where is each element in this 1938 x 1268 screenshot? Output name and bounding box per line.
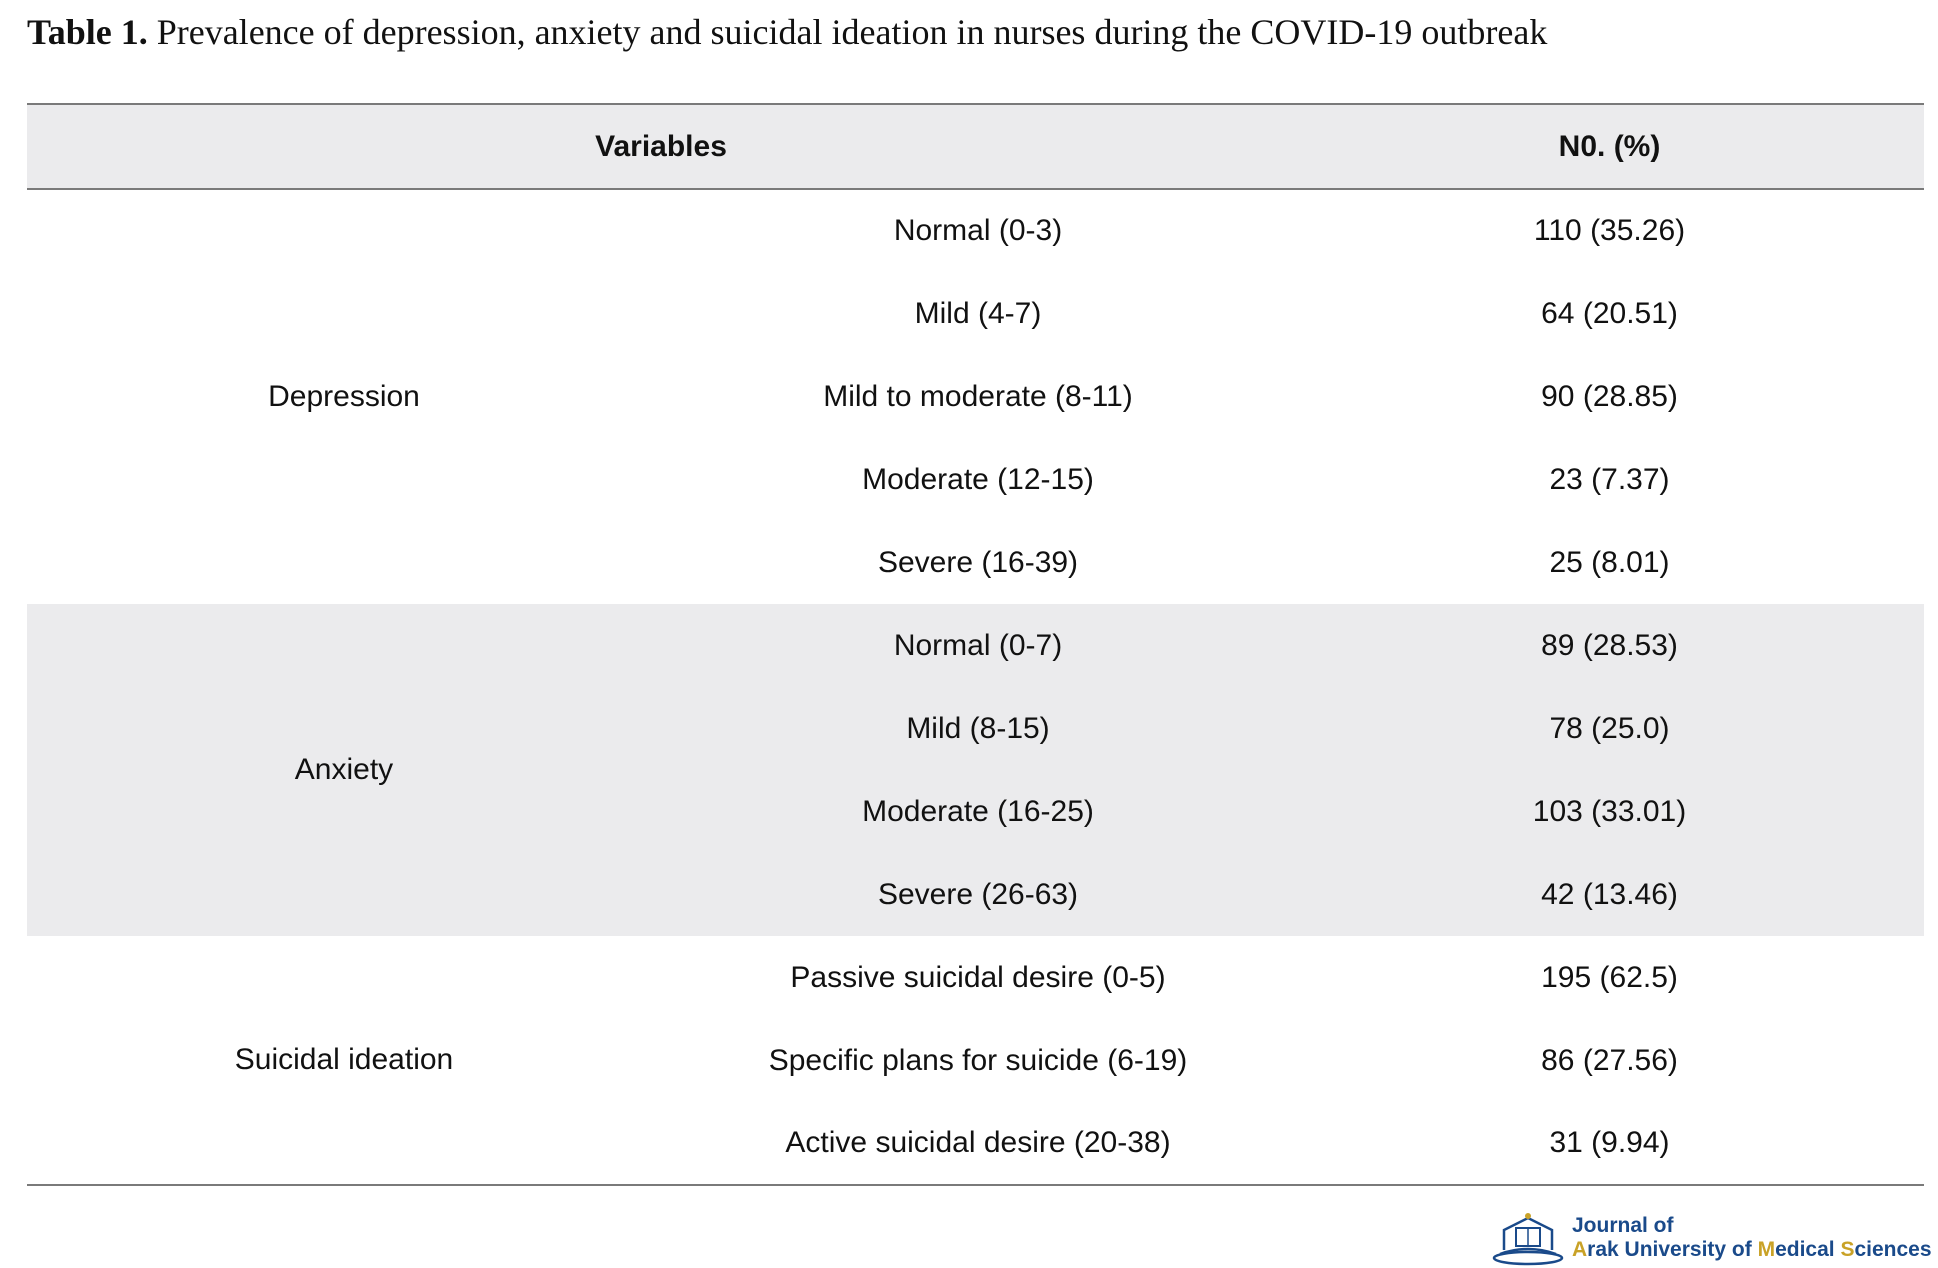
- caption-label: Table 1.: [27, 12, 148, 52]
- table-row: Depression Normal (0-3) 110 (35.26): [27, 189, 1924, 413]
- level-cell: Mild (8-15): [661, 687, 1296, 770]
- group-suicidal-ideation: Suicidal ideation: [27, 936, 661, 1186]
- value-cell: 42 (13.46): [1295, 853, 1925, 936]
- level-cell: Passive suicidal desire (0-5): [790, 960, 1166, 994]
- table-row: Active suicidal desire (20-38) 31 (9.94): [27, 1102, 1925, 1186]
- table-row: Moderate (12-15) 23 (7.37): [27, 438, 1924, 521]
- value-cell: 110 (35.26): [1533, 214, 1686, 247]
- header-row: Variables N0. (%): [27, 104, 1925, 189]
- table-row: Specific plans for suicide (6-19) 86 (27…: [27, 1019, 1924, 1102]
- level-cell: Moderate (16-25): [661, 770, 1296, 853]
- table-row: Mild (8-15) 78 (25.0): [27, 687, 1925, 770]
- level-cell: Normal (0-3): [893, 214, 1063, 247]
- table-header: Variables N0. (%): [27, 104, 1925, 189]
- table-caption: Table 1. Prevalence of depression, anxie…: [27, 10, 1547, 54]
- group-anxiety: Anxiety: [27, 604, 661, 936]
- level-cell: Specific plans for suicide (6-19): [768, 1043, 1188, 1077]
- level-cell: Mild to moderate (8-11): [823, 379, 1133, 413]
- table-row: Severe (16-39) 25 (8.01): [27, 521, 1924, 604]
- data-table-container: Variables N0. (%) Depression Normal (0-3…: [27, 103, 1925, 1186]
- caption-text: Prevalence of depression, anxiety and su…: [147, 12, 1548, 52]
- journal-text-ciences: ciences: [1854, 1238, 1932, 1261]
- level-cell: Moderate (12-15): [862, 462, 1094, 496]
- value-cell: 64 (20.51): [1541, 296, 1678, 330]
- value-cell: 25 (8.01): [1549, 545, 1670, 579]
- table-row: Mild (4-7) 64 (20.51): [27, 272, 1924, 355]
- value-cell: 23 (7.37): [1549, 462, 1670, 496]
- level-cell: Normal (0-7): [661, 604, 1296, 687]
- value-cell: 78 (25.0): [1295, 687, 1925, 770]
- table-row: Anxiety Normal (0-7) 89 (28.53): [27, 604, 1925, 936]
- table-row: Suicidal ideation Passive suicidal desir…: [27, 936, 1924, 1186]
- journal-emblem-icon: [1492, 1213, 1564, 1266]
- table-row: Severe (26-63) 42 (13.46): [27, 853, 1925, 936]
- table-body: Depression Normal (0-3) 110 (35.26) Mild…: [27, 189, 1925, 1186]
- header-variables: Variables: [595, 129, 727, 163]
- value-cell: 90 (28.85): [1541, 379, 1678, 413]
- value-cell: 89 (28.53): [1295, 604, 1925, 687]
- journal-name: Journal of Arak University of Medical Sc…: [1572, 1214, 1932, 1262]
- header-count: N0. (%): [1558, 129, 1661, 163]
- table-row: Moderate (16-25) 103 (33.01): [27, 770, 1925, 853]
- journal-text-rak: rak University of: [1587, 1238, 1758, 1261]
- value-cell: 31 (9.94): [1295, 1102, 1925, 1186]
- journal-letter-a: A: [1572, 1238, 1588, 1261]
- journal-letter-m: M: [1757, 1238, 1776, 1261]
- journal-text-edical: edical: [1775, 1238, 1841, 1261]
- journal-logo: Journal of Arak University of Medical Sc…: [1490, 1208, 1932, 1266]
- journal-letter-s: S: [1840, 1238, 1855, 1261]
- table-row: Mild to moderate (8-11) 90 (28.85): [27, 355, 1924, 438]
- value-cell: 86 (27.56): [1541, 1043, 1678, 1077]
- data-table: Variables N0. (%) Depression Normal (0-3…: [27, 103, 1925, 1186]
- journal-name-line1: Journal of: [1572, 1214, 1674, 1237]
- level-cell: Active suicidal desire (20-38): [661, 1102, 1296, 1186]
- value-cell: 103 (33.01): [1295, 770, 1925, 853]
- value-cell: 195 (62.5): [1541, 960, 1678, 994]
- level-cell: Severe (16-39): [877, 545, 1079, 579]
- level-cell: Severe (26-63): [661, 853, 1296, 936]
- group-depression: Depression: [268, 380, 420, 413]
- level-cell: Mild (4-7): [914, 296, 1042, 330]
- journal-name-line2: Arak University of Medical Sciences: [1572, 1238, 1932, 1262]
